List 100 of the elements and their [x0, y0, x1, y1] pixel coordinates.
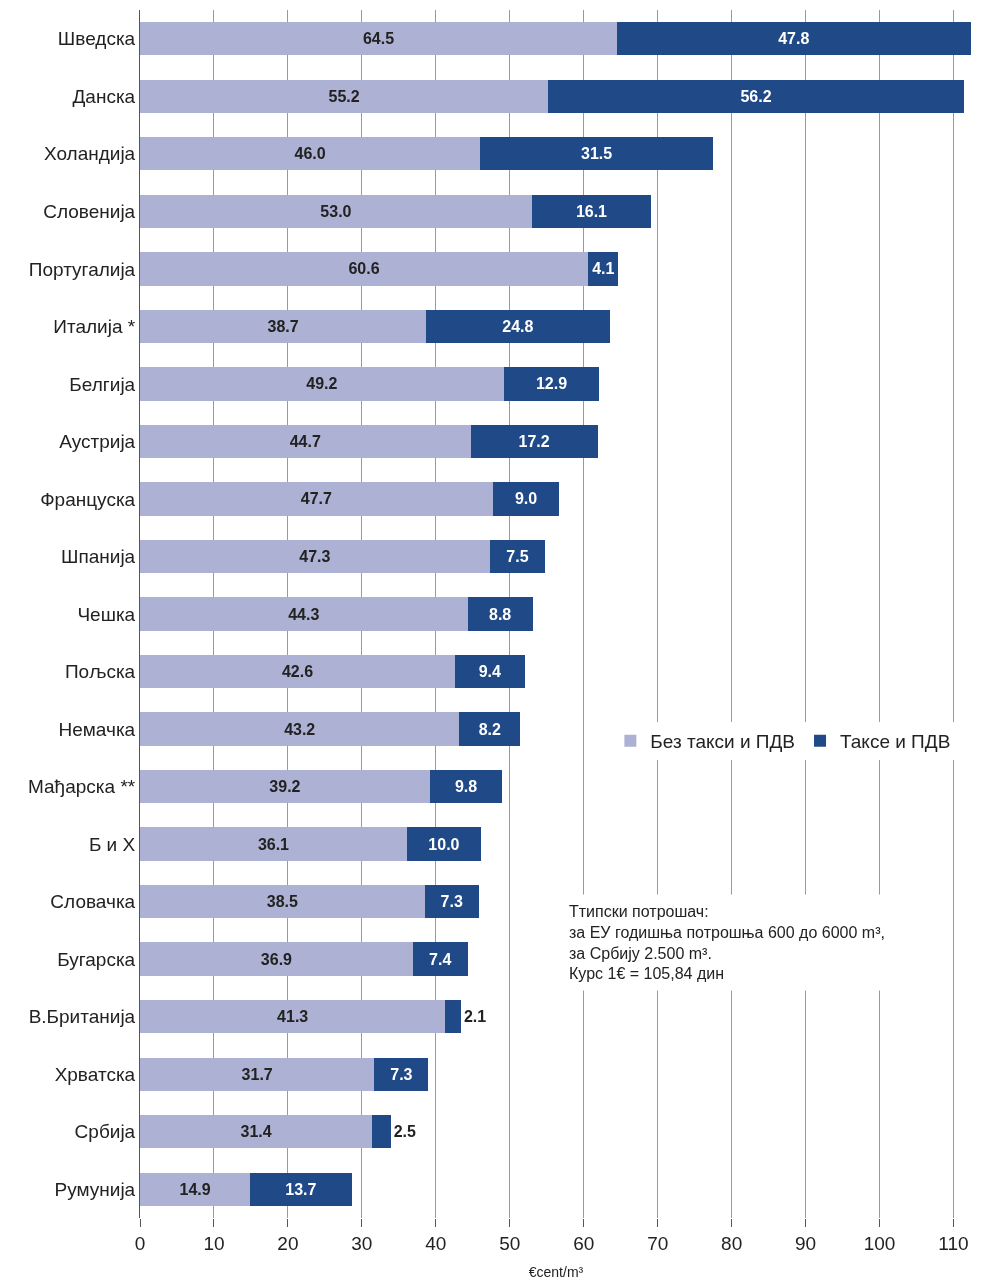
- data-label: 7.3: [440, 893, 463, 911]
- y-tick-label: Шведска: [57, 28, 136, 50]
- bar: [140, 827, 407, 861]
- data-label: 24.8: [502, 317, 534, 335]
- bar: [140, 22, 618, 56]
- bar: [424, 884, 479, 919]
- bar: [489, 539, 546, 574]
- bar: [140, 712, 460, 746]
- y-tick-label: В.Британија: [28, 1006, 136, 1028]
- data-label: 60.6: [348, 260, 380, 278]
- x-tick-label: 50: [499, 1232, 521, 1254]
- data-label: 53.0: [320, 202, 352, 220]
- bar: [140, 597, 468, 631]
- bar: [480, 137, 714, 171]
- data-label: 10.0: [428, 835, 460, 853]
- bar: [503, 367, 600, 401]
- bar: [470, 424, 598, 459]
- legend-label: Таксе и ПДВ: [840, 731, 951, 753]
- y-tick-label: Данска: [72, 85, 136, 107]
- data-label: 44.3: [288, 605, 320, 623]
- data-label: 16.1: [575, 202, 608, 220]
- y-tick-label: Словенија: [43, 200, 136, 222]
- data-label: 36.9: [260, 950, 293, 968]
- x-tick-label: 70: [647, 1232, 669, 1254]
- x-axis-title: €cent/m³: [528, 1264, 584, 1281]
- data-label: 31.7: [241, 1065, 273, 1083]
- x-tick-label: 60: [573, 1232, 595, 1254]
- data-label: 64.5: [362, 30, 395, 48]
- bar: [445, 999, 461, 1034]
- bar: [372, 1115, 391, 1149]
- bar: [250, 1172, 352, 1206]
- bar: [412, 942, 468, 976]
- bar: [140, 482, 493, 516]
- y-tick-label: Француска: [40, 488, 136, 510]
- bar: [140, 539, 490, 574]
- bar: [140, 194, 532, 229]
- data-label: 42.6: [281, 663, 314, 681]
- data-label: 7.4: [429, 950, 452, 968]
- data-label: 13.7: [285, 1180, 317, 1198]
- bar: [140, 942, 413, 976]
- data-label: 8.2: [478, 720, 501, 738]
- bar: [492, 482, 560, 516]
- bar: [140, 424, 471, 459]
- bar: [617, 22, 971, 56]
- data-label: 17.2: [518, 432, 550, 450]
- data-label: 47.8: [778, 30, 810, 48]
- data-label: 9.8: [454, 778, 478, 796]
- data-label: 41.3: [277, 1008, 309, 1026]
- bar: [548, 79, 964, 113]
- bar: [140, 884, 425, 919]
- bar: [455, 654, 525, 689]
- bar: [531, 194, 652, 229]
- data-label: 2.1: [463, 1008, 487, 1026]
- x-tick-label: 80: [721, 1232, 743, 1254]
- y-tick-label: Холандија: [43, 143, 136, 165]
- bar: [467, 597, 533, 631]
- x-tick-label: 10: [203, 1232, 225, 1254]
- data-label: 36.1: [257, 835, 290, 853]
- bar: [140, 769, 430, 804]
- data-label: 9.4: [478, 663, 501, 681]
- bar: [459, 712, 521, 746]
- x-tick-label: 110: [938, 1232, 969, 1254]
- data-label: 55.2: [328, 87, 360, 105]
- bar: [140, 252, 589, 286]
- data-label: 46.0: [294, 145, 326, 163]
- y-tick-label: Словачка: [50, 891, 136, 913]
- y-tick-label: Србија: [74, 1121, 136, 1143]
- data-label: 14.9: [179, 1180, 211, 1198]
- bar: [429, 769, 503, 804]
- y-tick-label: Чешка: [77, 603, 136, 625]
- x-tick-label: 90: [795, 1232, 817, 1254]
- data-label: 38.5: [266, 893, 298, 911]
- y-tick-label: Румунија: [54, 1178, 136, 1200]
- y-tick-label: Шпанија: [61, 546, 136, 568]
- bar: [426, 309, 610, 344]
- data-label: 44.7: [289, 432, 321, 450]
- y-tick-label: Б и Х: [88, 833, 136, 855]
- data-label: 2.5: [393, 1123, 417, 1141]
- y-tick-label: Бугарска: [57, 948, 136, 970]
- y-tick-label: Пољска: [64, 661, 136, 683]
- data-label: 31.4: [240, 1123, 272, 1141]
- y-tick-label: Немачка: [58, 718, 136, 740]
- data-label: 43.2: [284, 720, 316, 738]
- data-label: 4.1: [592, 260, 615, 278]
- bar: [140, 367, 504, 401]
- data-label: 39.2: [269, 778, 301, 796]
- x-tick-label: 0: [134, 1232, 146, 1254]
- bar: [140, 1172, 251, 1206]
- bar: [140, 654, 456, 689]
- y-tick-label: Белгија: [69, 373, 136, 395]
- y-tick-label: Италија *: [53, 316, 136, 338]
- bar: [140, 79, 549, 113]
- annotation: Ттипски потрошач: за ЕУ годишња потрошња 600 до 6000 m³, за Србију 2.500 m³. Курс 1€ = 105,84 дин: [569, 903, 885, 983]
- y-tick-label: Мађарска **: [28, 776, 136, 798]
- y-tick-label: Португалија: [28, 258, 136, 280]
- data-label: 47.3: [299, 547, 331, 565]
- bar: [406, 827, 481, 861]
- data-label: 47.7: [300, 490, 333, 508]
- y-tick-label: Аустрија: [59, 431, 136, 453]
- bar: [140, 137, 481, 171]
